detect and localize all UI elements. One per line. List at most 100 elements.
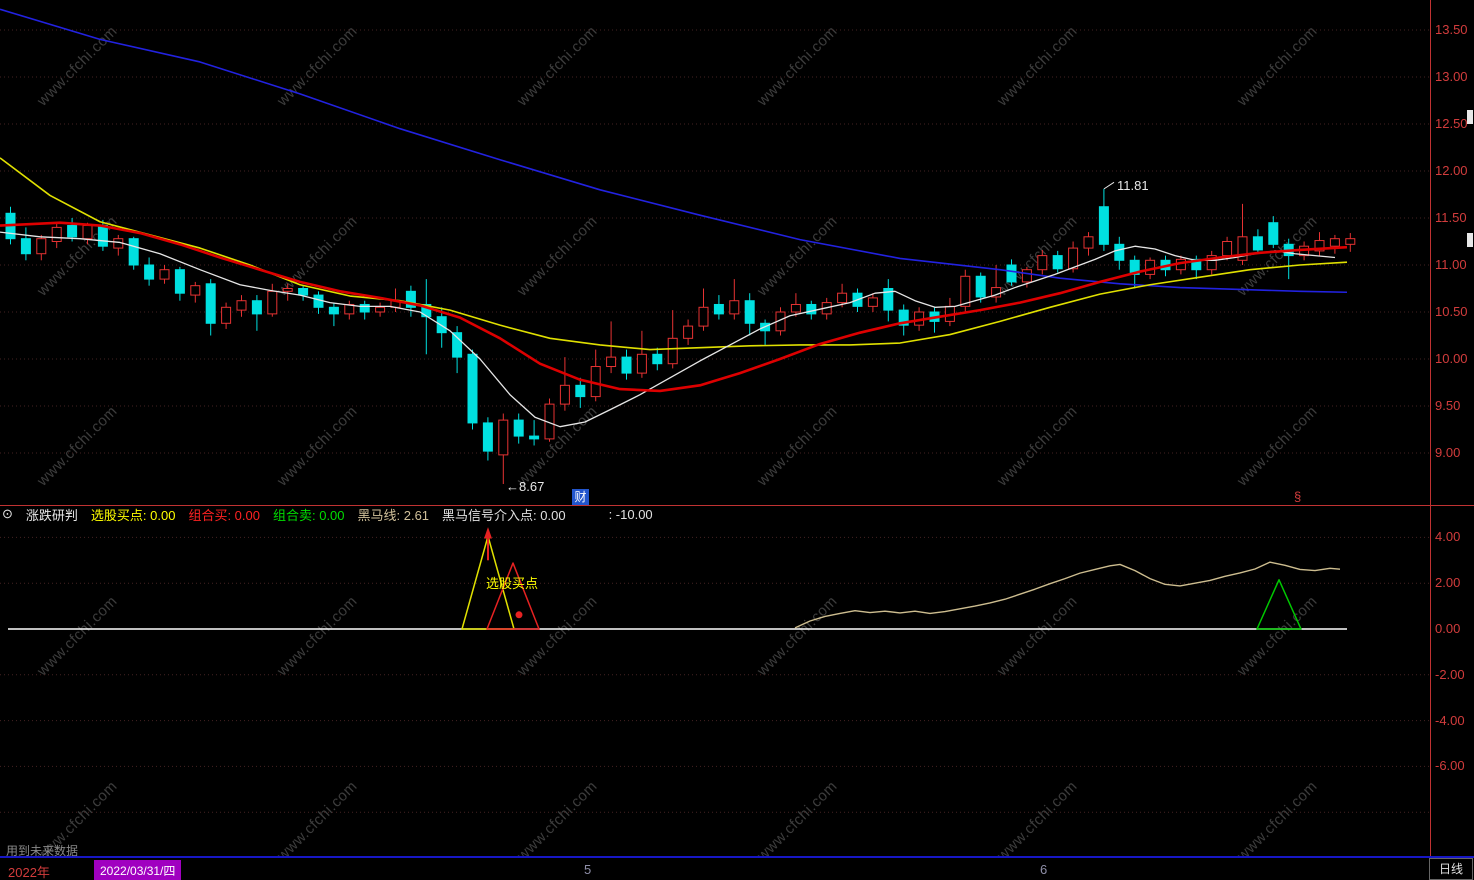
candle[interactable] xyxy=(1006,264,1017,283)
price-label: 13.50 xyxy=(1435,22,1468,37)
candle[interactable] xyxy=(313,294,324,308)
candle[interactable] xyxy=(174,269,185,294)
x-axis-tick: 5 xyxy=(584,862,592,877)
fiscal-marker[interactable]: 财 xyxy=(572,489,589,505)
candle[interactable] xyxy=(482,422,493,452)
candle[interactable] xyxy=(359,303,370,313)
sub-axis-label: -6.00 xyxy=(1435,758,1465,774)
main-candlestick-chart[interactable]: 11.81 ←8.67 xyxy=(0,0,1432,505)
annotation-layer: 11.81 ←8.67 xyxy=(506,178,1149,494)
candle[interactable] xyxy=(960,275,971,307)
candles-layer xyxy=(5,188,1356,485)
candle[interactable] xyxy=(36,238,47,255)
indicator-chart[interactable]: 选股买点 xyxy=(0,522,1432,858)
candle[interactable] xyxy=(267,290,278,315)
candle[interactable] xyxy=(221,306,232,324)
candle[interactable] xyxy=(1329,238,1340,247)
candle[interactable] xyxy=(729,300,740,315)
candle[interactable] xyxy=(282,288,293,292)
candle[interactable] xyxy=(898,309,909,326)
candle[interactable] xyxy=(20,238,31,255)
candle[interactable] xyxy=(159,269,170,280)
candle[interactable] xyxy=(991,287,1002,298)
candle[interactable] xyxy=(683,325,694,339)
candle[interactable] xyxy=(405,290,416,308)
ma-red xyxy=(0,221,1348,393)
candle[interactable] xyxy=(1145,259,1156,275)
candle[interactable] xyxy=(837,292,848,304)
candle[interactable] xyxy=(529,435,540,440)
price-label: 13.00 xyxy=(1435,69,1468,84)
year-label: 2022年 xyxy=(8,865,50,880)
candle[interactable] xyxy=(867,297,878,307)
candle[interactable] xyxy=(298,288,309,296)
candle[interactable] xyxy=(1098,206,1109,245)
candle[interactable] xyxy=(251,300,262,315)
price-label: 11.50 xyxy=(1435,210,1467,225)
candle[interactable] xyxy=(144,264,155,280)
candle[interactable] xyxy=(436,316,447,334)
candle[interactable] xyxy=(1021,269,1032,283)
candle[interactable] xyxy=(467,353,478,424)
candle[interactable] xyxy=(1068,247,1079,270)
candle[interactable] xyxy=(1314,240,1325,252)
price-pointer-line xyxy=(1103,181,1115,190)
candle[interactable] xyxy=(1252,236,1263,251)
candle[interactable] xyxy=(575,384,586,398)
candle[interactable] xyxy=(452,332,463,358)
candle[interactable] xyxy=(1222,241,1233,257)
candle[interactable] xyxy=(559,384,570,405)
candle[interactable] xyxy=(1268,222,1279,245)
future-data-warning: 用到未来数据 xyxy=(6,844,79,858)
candle[interactable] xyxy=(621,356,632,374)
price-label: 12.50 xyxy=(1435,116,1468,131)
candle[interactable] xyxy=(698,306,709,327)
candle[interactable] xyxy=(67,225,78,238)
candle[interactable] xyxy=(128,238,139,266)
candle[interactable] xyxy=(205,283,216,324)
sub-axis-label: 4.00 xyxy=(1435,529,1461,545)
signal-dot xyxy=(515,611,523,619)
candle[interactable] xyxy=(806,303,817,315)
candle[interactable] xyxy=(636,353,647,374)
ma-lines-layer xyxy=(0,8,1348,428)
candle[interactable] xyxy=(51,226,62,242)
candle[interactable] xyxy=(236,300,247,311)
candle[interactable] xyxy=(328,306,339,315)
dark-horse-line xyxy=(794,561,1341,629)
candle[interactable] xyxy=(975,275,986,298)
scrollbar-thumb[interactable] xyxy=(1467,233,1473,247)
candle[interactable] xyxy=(82,225,93,240)
candle[interactable] xyxy=(883,288,894,311)
candle[interactable] xyxy=(790,303,801,313)
panel-divider[interactable] xyxy=(0,505,1474,506)
candle[interactable] xyxy=(1129,259,1140,275)
indicator-title[interactable]: 涨跌研判 xyxy=(25,507,78,523)
sub-axis-label: 0.00 xyxy=(1435,621,1461,636)
indicator-collapse-icon[interactable]: ⊙ xyxy=(2,506,13,521)
candle[interactable] xyxy=(667,337,678,365)
candle[interactable] xyxy=(97,225,108,247)
period-selector[interactable]: 日线 xyxy=(1429,858,1473,880)
candle[interactable] xyxy=(1037,255,1048,271)
candle[interactable] xyxy=(1114,243,1125,261)
candle[interactable] xyxy=(498,419,509,456)
candle[interactable] xyxy=(375,306,386,313)
indicator-field: 黑马信号介入点: 0.00 xyxy=(442,507,566,523)
candle[interactable] xyxy=(713,303,724,315)
date-highlight: 2022/03/31/四 xyxy=(94,860,182,880)
candle[interactable] xyxy=(513,419,524,437)
candle[interactable] xyxy=(744,300,755,324)
candle[interactable] xyxy=(652,353,663,365)
price-label: 9.50 xyxy=(1435,398,1461,413)
candle[interactable] xyxy=(1206,255,1217,271)
candle[interactable] xyxy=(1345,238,1356,245)
candle[interactable] xyxy=(1083,236,1094,249)
candle[interactable] xyxy=(1191,258,1202,271)
scrollbar-thumb[interactable] xyxy=(1467,110,1473,124)
candle[interactable] xyxy=(1237,236,1248,261)
candle[interactable] xyxy=(190,285,201,296)
candle[interactable] xyxy=(1052,255,1063,270)
section-mark: § xyxy=(1294,489,1302,504)
candle[interactable] xyxy=(606,356,617,368)
